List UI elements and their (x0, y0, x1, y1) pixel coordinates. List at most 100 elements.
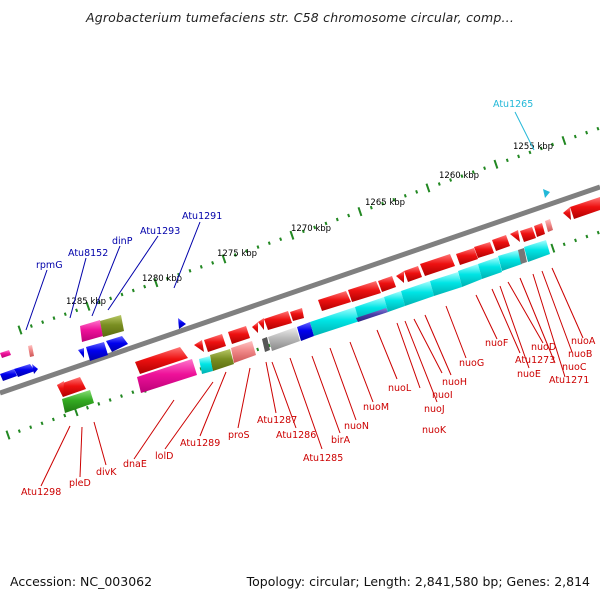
gene-label-Atu1287[interactable]: Atu1287 (257, 415, 297, 426)
gene-label-lolD[interactable]: lolD (155, 451, 173, 462)
gene-arrow[interactable] (135, 347, 188, 374)
gene-label-nuoG[interactable]: nuoG (459, 358, 484, 369)
gene-arrow[interactable] (570, 197, 600, 219)
gene-box[interactable] (199, 356, 213, 374)
gene-label-Atu1285[interactable]: Atu1285 (303, 453, 343, 464)
gene-arrow[interactable] (563, 207, 571, 220)
gene-label-Atu1291[interactable]: Atu1291 (182, 211, 222, 222)
gene-arrow[interactable] (474, 242, 494, 258)
gene-arrow[interactable] (0, 350, 11, 358)
gene-label-nuoD[interactable]: nuoD (531, 342, 556, 353)
gene-box[interactable] (401, 281, 434, 306)
gene-arrow[interactable] (106, 336, 128, 352)
leader-line (413, 318, 443, 374)
scale-tick (75, 308, 79, 313)
gene-box[interactable] (62, 390, 94, 413)
gene-label-nuoC[interactable]: nuoC (562, 362, 587, 373)
gene-box[interactable] (524, 240, 550, 262)
gene-arrow[interactable] (14, 364, 35, 377)
gene-box[interactable] (80, 320, 103, 342)
gene-box[interactable] (231, 341, 256, 363)
scale-tick (347, 213, 351, 218)
gene-arrow[interactable] (378, 276, 396, 292)
gene-box[interactable] (498, 250, 522, 271)
gene-box[interactable] (458, 264, 482, 287)
gene-label-nuoB[interactable]: nuoB (568, 349, 592, 360)
gene-box[interactable] (430, 272, 462, 296)
gene-box[interactable] (137, 359, 197, 393)
gene-label-dnaE[interactable]: dnaE (123, 459, 147, 470)
gene-label-Atu1293[interactable]: Atu1293 (140, 226, 180, 237)
gene-box[interactable] (384, 291, 405, 312)
gene-label-nuoH[interactable]: nuoH (442, 377, 467, 388)
gene-small[interactable] (518, 248, 527, 264)
gene-arrow[interactable] (534, 223, 545, 237)
gene-box[interactable] (478, 257, 502, 279)
gene-label-Atu1273[interactable]: Atu1273 (515, 355, 555, 366)
gene-label-nuoJ[interactable]: nuoJ (424, 404, 445, 415)
gene-box[interactable] (268, 327, 300, 351)
gene-label-proS[interactable]: proS (228, 430, 250, 441)
gene-arrow[interactable] (420, 254, 455, 276)
scale-tick (41, 320, 45, 324)
gene-box[interactable] (310, 307, 360, 336)
gene-label-Atu1298[interactable]: Atu1298 (21, 487, 61, 498)
gene-label-nuoL[interactable]: nuoL (388, 383, 412, 394)
scale-tick (85, 405, 89, 410)
gene-arrow[interactable] (204, 334, 226, 352)
gene-small[interactable] (262, 337, 270, 352)
gene-label-Atu1286[interactable]: Atu1286 (276, 430, 316, 441)
gene-label-nuoM[interactable]: nuoM (363, 402, 389, 413)
gene-arrow[interactable] (396, 271, 404, 283)
gene-label-pleD[interactable]: pleD (69, 478, 91, 489)
gene-label-dinP[interactable]: dinP (112, 236, 133, 247)
gene-small[interactable] (545, 219, 553, 232)
gene-label-nuoK[interactable]: nuoK (422, 425, 447, 436)
gene-arrow[interactable] (264, 311, 292, 330)
gene-label-nuoA[interactable]: nuoA (571, 336, 596, 347)
gene-arrow[interactable] (543, 189, 550, 198)
gene-label-rpmG[interactable]: rpmG (36, 260, 63, 271)
gene-arrow[interactable] (78, 348, 84, 358)
gene-arrow[interactable] (456, 248, 478, 265)
gene-arrow[interactable] (57, 381, 64, 397)
gene-label-nuoF[interactable]: nuoF (485, 338, 508, 349)
gene-arrow[interactable] (32, 364, 38, 374)
gene-arrow[interactable] (0, 369, 17, 381)
gene-arrow[interactable] (194, 340, 204, 352)
gene-label-nuoI[interactable]: nuoI (432, 390, 453, 401)
gene-arrow[interactable] (520, 227, 536, 242)
gene-arrow[interactable] (318, 291, 351, 311)
gene-box[interactable] (100, 315, 124, 337)
gene-box[interactable] (210, 349, 234, 371)
gene-label-Atu8152[interactable]: Atu8152 (68, 248, 108, 259)
gene-box[interactable] (356, 308, 388, 322)
scale-tick (528, 150, 532, 155)
leader-line (514, 111, 535, 151)
gene-label-nuoN[interactable]: nuoN (344, 421, 369, 432)
gene-arrow[interactable] (252, 322, 258, 333)
gene-label-Atu1271[interactable]: Atu1271 (549, 375, 589, 386)
gene-arrow[interactable] (348, 281, 381, 302)
gene-arrow[interactable] (290, 308, 304, 321)
gene-arrow[interactable] (258, 318, 264, 330)
scale-tick (596, 126, 600, 131)
gene-label-nuoE[interactable]: nuoE (517, 369, 541, 380)
gene-arrow[interactable] (228, 326, 250, 344)
gene-small[interactable] (28, 345, 34, 357)
gene-arrow[interactable] (492, 235, 510, 251)
gene-arrow[interactable] (86, 342, 108, 361)
gene-box[interactable] (355, 297, 388, 321)
gene-arrow[interactable] (57, 377, 86, 397)
gene-label-Atu1265[interactable]: Atu1265 (493, 99, 533, 110)
topology-text: Topology: circular; Length: 2,841,580 bp… (246, 574, 590, 589)
gene-label-Atu1289[interactable]: Atu1289 (180, 438, 220, 449)
gene-arrow[interactable] (510, 230, 520, 242)
gene-features[interactable] (0, 189, 600, 413)
gene-arrow[interactable] (178, 318, 186, 329)
gene-label-divK[interactable]: divK (96, 467, 117, 478)
gene-label-birA[interactable]: birA (331, 435, 351, 446)
gene-arrow[interactable] (404, 266, 422, 282)
gene-box[interactable] (297, 322, 314, 341)
